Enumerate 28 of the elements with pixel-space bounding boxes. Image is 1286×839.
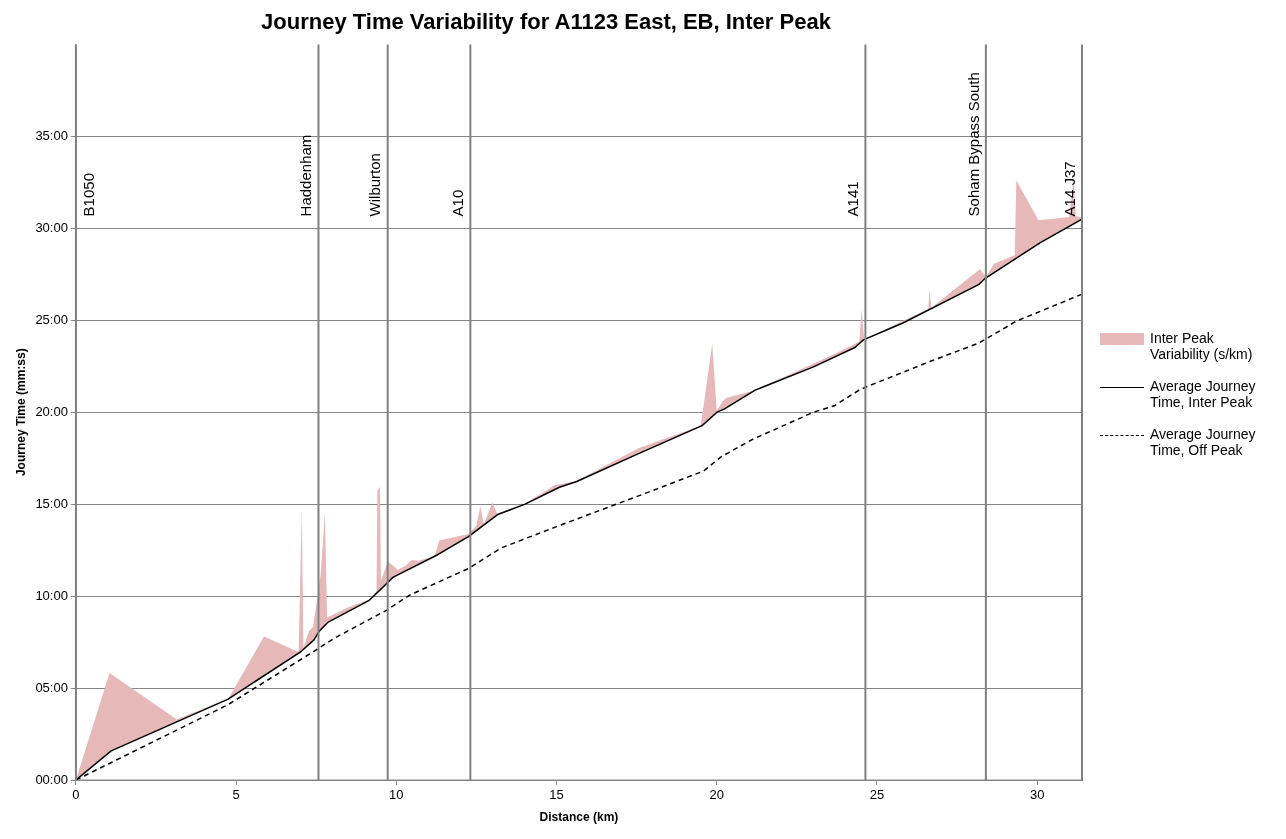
y-tick-label: 15:00: [35, 495, 68, 511]
legend-label: Inter Peak Variability (s/km): [1150, 330, 1254, 362]
chart-title: Journey Time Variability for A1123 East, EB, Inter Peak: [261, 9, 832, 35]
ref-line-label: Haddenham: [297, 134, 315, 217]
x-tick-label: 15: [549, 787, 564, 803]
y-axis-title: Journey Time (mm:ss): [13, 348, 28, 477]
y-tick-label: 10:00: [35, 587, 68, 603]
x-tick-label: 0: [72, 787, 80, 803]
x-tick-label: 5: [232, 787, 240, 803]
ref-line-label: A141: [844, 181, 862, 217]
x-tick-label: 25: [869, 787, 885, 803]
ref-line-label: A10: [448, 189, 466, 217]
y-tick-label: 35:00: [35, 127, 68, 143]
x-tick-label: 10: [389, 787, 404, 803]
ref-line-label: B1050: [79, 173, 97, 217]
y-tick-label: 00:00: [35, 771, 68, 787]
y-tick-label: 05:00: [35, 679, 68, 695]
ref-line-label: A14 J37: [1060, 161, 1078, 217]
legend-label: Average Journey Time, Inter Peak: [1150, 378, 1257, 410]
y-tick-label: 20:00: [35, 403, 68, 419]
x-tick-label: 30: [1029, 787, 1045, 803]
y-tick-label: 30:00: [35, 219, 68, 235]
x-tick-label: 20: [709, 787, 724, 803]
y-tick-label: 25:00: [35, 311, 68, 327]
ref-line-label: Soham Bypass South: [964, 72, 982, 217]
x-axis-title: Distance (km): [539, 810, 619, 825]
ref-line-label: Wilburton: [366, 153, 384, 217]
legend-label: Average Journey Time, Off Peak: [1150, 426, 1257, 458]
